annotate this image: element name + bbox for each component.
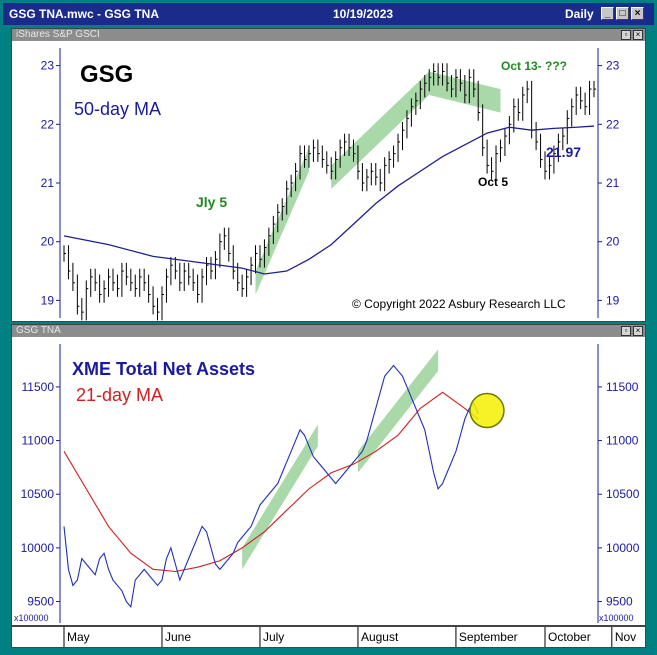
tna-line (63, 364, 479, 609)
tna-uptrend-channel (357, 349, 439, 473)
ma-21-line (63, 391, 479, 573)
tna-pane-restore-button[interactable]: ▫ (621, 326, 631, 336)
tna-pane-close-button[interactable]: × (633, 326, 643, 336)
month-label: Nov (615, 630, 636, 644)
tna-pane-label: GSG TNA (16, 325, 61, 336)
tna-title: XME Total Net Assets (72, 359, 255, 379)
month-label: June (165, 630, 191, 644)
left-tick-label: 10000 (21, 541, 55, 555)
left-tick-label: 9500 (27, 595, 54, 609)
month-label: May (67, 630, 90, 644)
month-label: August (361, 630, 399, 644)
right-tick-label: 22 (606, 117, 620, 131)
date-axis-svg: May June July August September October Nov (63, 627, 636, 647)
ma-50-line (63, 125, 595, 275)
right-tick-label: 21 (606, 176, 620, 190)
copyright-text: © Copyright 2022 Asbury Research LLC (352, 297, 566, 311)
window-titlebar[interactable]: GSG TNA.mwc - GSG TNA 10/19/2023 Daily _… (3, 3, 654, 25)
left-tick-label: 11500 (22, 380, 55, 394)
tna-uptrend-channel (242, 424, 318, 570)
highlight-circle (469, 392, 505, 429)
left-tick-label: 20 (41, 235, 55, 249)
price-pane-restore-button[interactable]: ▫ (621, 30, 631, 40)
ma-last-label: 21.97 (546, 144, 581, 160)
left-tick-label: 19 (41, 293, 55, 307)
right-tick-label: 11000 (606, 434, 639, 448)
maximize-button[interactable]: □ (616, 7, 629, 20)
tna-subtitle: 21-day MA (76, 385, 163, 405)
chart-title: GSG (80, 61, 133, 88)
multiplier-label-left: x100000 (14, 613, 49, 623)
price-pane-header: iShares S&P GSCI ▫ × (12, 29, 645, 41)
annotation-jly5: Jly 5 (196, 194, 227, 210)
chart-subtitle: 50-day MA (74, 99, 161, 119)
window-period: Daily (565, 7, 594, 21)
uptrend-channel (255, 147, 309, 295)
annotation-oct13: Oct 13- ??? (501, 59, 567, 73)
right-tick-label: 19 (606, 293, 620, 307)
left-tick-label: 23 (41, 59, 55, 73)
right-tick-label: 11500 (606, 380, 639, 394)
left-tick-label: 21 (41, 176, 55, 190)
window-title: GSG TNA.mwc - GSG TNA (9, 7, 160, 21)
right-tick-label: 9500 (606, 595, 633, 609)
minimize-button[interactable]: _ (601, 7, 614, 20)
right-tick-label: 20 (606, 235, 620, 249)
month-label: September (459, 630, 518, 644)
month-label: July (263, 630, 284, 644)
left-tick-label: 10500 (21, 487, 55, 501)
window-date: 10/19/2023 (333, 7, 394, 21)
close-button[interactable]: × (631, 7, 644, 20)
price-pane-label: iShares S&P GSCI (16, 29, 100, 40)
annotation-oct5: Oct 5 (478, 175, 508, 189)
month-label: October (548, 630, 591, 644)
uptrend-channel (331, 71, 430, 189)
tna-chart: 9500 9500 10000 10000 10500 10500 11000 11000 11… (14, 344, 640, 623)
price-pane: iShares S&P GSCI ▫ × 19 19 20 20 21 21 22 22 23 2… (11, 28, 646, 322)
price-pane-close-button[interactable]: × (633, 30, 643, 40)
left-tick-label: 11000 (22, 434, 55, 448)
right-tick-label: 10500 (606, 487, 640, 501)
multiplier-label-right: x100000 (599, 613, 634, 623)
price-chart: 19 19 20 20 21 21 22 22 23 23 GSG 50-day MA 21.97 © C… (41, 48, 620, 321)
tna-pane-header: GSG TNA ▫ × (12, 325, 645, 337)
right-tick-label: 10000 (606, 541, 640, 555)
right-tick-label: 23 (606, 59, 620, 73)
left-tick-label: 22 (41, 117, 55, 131)
tna-pane: GSG TNA ▫ × 9500 9500 10000 10000 10500 10500… (11, 324, 646, 626)
date-axis: May June July August September October Nov (11, 626, 646, 648)
